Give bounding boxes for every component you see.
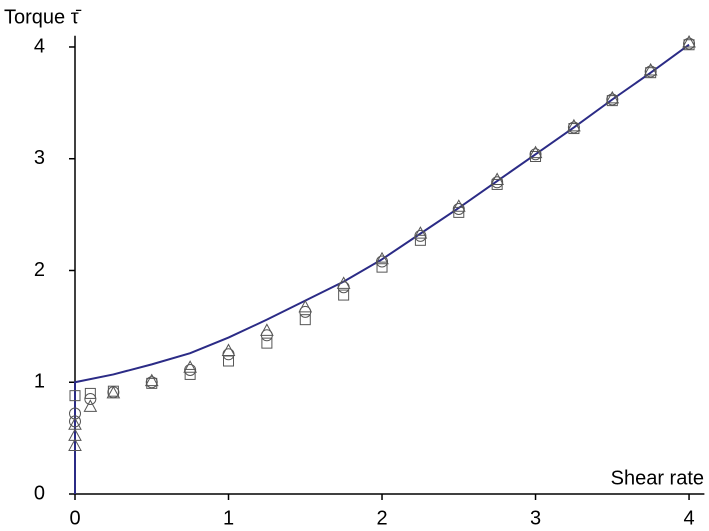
y-tick-label: 2	[34, 259, 45, 281]
triangle-marker	[451, 199, 466, 212]
circle-marker	[145, 376, 158, 389]
circle-marker	[567, 121, 580, 134]
x-tick-label: 1	[223, 507, 234, 529]
circle-marker	[644, 65, 657, 78]
x-tick-label: 0	[69, 507, 80, 529]
triangle-marker	[260, 323, 274, 336]
square-marker	[414, 234, 426, 246]
triangle-marker	[298, 299, 313, 313]
triangle-marker	[413, 226, 428, 239]
square-marker	[299, 314, 311, 326]
y-tick-label: 1	[34, 371, 45, 393]
y-tick-label: 3	[34, 147, 45, 169]
triangle-marker	[68, 428, 82, 441]
circle-marker	[414, 229, 427, 242]
circle-marker	[606, 93, 619, 106]
square-marker	[453, 206, 465, 218]
square-marker	[261, 337, 273, 349]
circle-marker	[529, 148, 542, 161]
triangle-marker	[567, 118, 581, 132]
square-marker	[376, 261, 388, 273]
triangle-marker	[490, 172, 505, 185]
y-tick-label: 4	[34, 35, 45, 57]
triangle-marker	[643, 62, 658, 76]
triangle-marker	[83, 399, 98, 412]
circle-marker	[452, 203, 465, 216]
square-marker	[69, 390, 81, 402]
triangle-marker	[682, 34, 696, 48]
triangle-marker	[375, 251, 389, 265]
triangle-marker	[68, 438, 82, 451]
square-marker	[223, 355, 235, 367]
curve	[74, 43, 690, 494]
triangle-marker	[183, 360, 197, 373]
circle-marker	[376, 255, 389, 268]
y-axis-label: Torque τ̄	[4, 6, 82, 28]
x-tick-label: 4	[683, 507, 694, 529]
triangle-marker	[221, 343, 236, 356]
square-marker	[184, 368, 196, 380]
circle-marker	[683, 37, 696, 50]
circle-marker	[84, 393, 97, 406]
square-marker	[84, 387, 96, 399]
square-marker	[338, 289, 350, 301]
circle-marker	[69, 415, 81, 428]
triangle-marker	[144, 373, 159, 387]
triangle-marker	[336, 276, 351, 289]
circle-marker	[491, 176, 504, 189]
triangle-marker	[605, 90, 620, 104]
x-tick-label: 3	[530, 507, 541, 529]
circle-marker	[222, 348, 235, 361]
circle-marker	[184, 363, 197, 376]
circle-marker	[337, 281, 350, 294]
triangle-marker	[106, 385, 121, 399]
x-tick-label: 2	[376, 507, 387, 529]
triangle-marker	[68, 417, 82, 430]
x-axis-label: Shear rate	[611, 467, 704, 489]
triangle-marker	[528, 145, 543, 159]
y-tick-label: 0	[34, 482, 45, 504]
